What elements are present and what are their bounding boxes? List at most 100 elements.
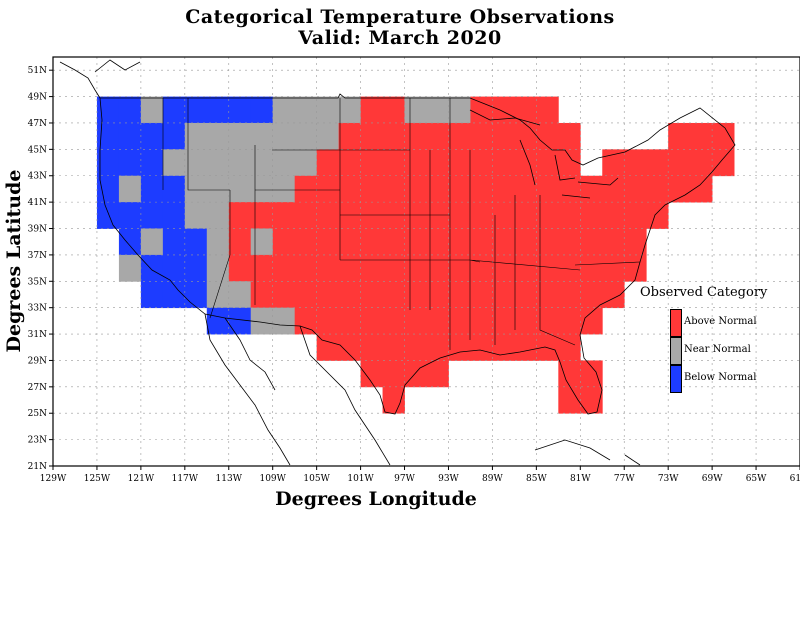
cell-A (602, 228, 625, 256)
cell-A (492, 149, 515, 177)
cell-A (580, 281, 603, 309)
cell-A (382, 122, 405, 150)
cell-B (228, 307, 252, 335)
cell-B (162, 281, 186, 309)
cell-A (448, 149, 471, 177)
cell-A (624, 228, 647, 256)
cell-A (404, 334, 427, 361)
cell-A (624, 175, 647, 203)
cell-A (448, 254, 471, 282)
cell-A (536, 175, 559, 203)
cell-A (426, 334, 449, 361)
x-tick-label: 117W (172, 474, 199, 484)
cell-A (404, 149, 427, 177)
cell-N (426, 96, 449, 124)
cell-A (514, 307, 537, 335)
cell-A (382, 386, 405, 414)
cell-B (96, 175, 120, 203)
cell-A (338, 334, 361, 361)
y-tick-label: 35N (28, 277, 47, 287)
y-tick-label: 51N (28, 66, 47, 76)
cell-A (338, 122, 361, 150)
cell-B (140, 254, 164, 282)
x-tick-labels: 129W 125W 121W 117W 113W 109W 105W 101W 97W 93W 89… (40, 466, 800, 484)
cell-A (426, 228, 449, 256)
y-tick-label: 27N (28, 383, 47, 393)
cell-N (448, 96, 471, 124)
y-tick-label: 33N (28, 304, 47, 314)
cell-A (558, 386, 581, 414)
legend-swatch-near (670, 337, 682, 365)
cell-B (162, 254, 186, 282)
cell-A (272, 281, 296, 309)
x-tick-label: 61W (790, 474, 800, 484)
cell-B (140, 281, 164, 309)
cell-A (470, 122, 493, 150)
cell-A (404, 281, 427, 309)
cell-A (536, 149, 559, 177)
cell-B (96, 122, 120, 150)
cell-A (602, 202, 625, 229)
caribbean (534, 439, 641, 466)
cell-N (184, 122, 208, 150)
legend-label-below: Below Normal (684, 372, 757, 383)
cell-B (96, 149, 120, 177)
cell-A (492, 307, 515, 335)
y-tick-label: 39N (28, 225, 47, 235)
cell-N (272, 122, 296, 150)
cell-B (162, 228, 186, 256)
cell-A (558, 149, 581, 177)
cell-N (294, 122, 318, 150)
x-tick-label: 113W (216, 474, 243, 484)
cell-A (470, 307, 493, 335)
x-axis-label: Degrees Longitude (275, 488, 477, 510)
cell-B (184, 96, 208, 124)
cell-N (250, 228, 274, 256)
legend-label-above: Above Normal (684, 316, 757, 327)
cell-A (558, 307, 581, 335)
cell-N (228, 175, 252, 203)
cell-A (426, 307, 449, 335)
x-tick-label: 101W (347, 474, 374, 484)
x-tick-label: 69W (702, 474, 723, 484)
cell-A (404, 175, 427, 203)
y-axis-label: Degrees Latitude (3, 169, 25, 353)
cell-A (492, 122, 515, 150)
cell-B (96, 202, 120, 229)
cell-B (118, 228, 142, 256)
y-tick-label: 29N (28, 356, 47, 366)
legend-title: Observed Category (640, 285, 768, 300)
cell-A (360, 122, 383, 150)
cell-B (162, 122, 186, 150)
cell-A (360, 228, 383, 256)
cell-N (272, 175, 296, 203)
cell-A (536, 96, 559, 124)
y-tick-label: 43N (28, 172, 47, 182)
cell-N (272, 96, 296, 124)
cell-A (250, 281, 274, 309)
x-tick-label: 81W (570, 474, 591, 484)
cell-A (382, 202, 405, 229)
cell-N (338, 96, 361, 124)
cell-A (294, 254, 318, 282)
graticule (53, 57, 800, 466)
cell-A (470, 254, 493, 282)
cell-A (228, 254, 252, 282)
cell-N (250, 122, 274, 150)
cell-A (404, 228, 427, 256)
cell-A (536, 307, 559, 335)
cell-A (338, 307, 361, 335)
cell-A (316, 175, 340, 203)
cell-A (360, 175, 383, 203)
y-tick-label: 41N (28, 198, 47, 208)
cell-A (426, 281, 449, 309)
cell-A (294, 175, 318, 203)
cell-A (426, 149, 449, 177)
cell-A (470, 281, 493, 309)
cell-N (272, 307, 296, 335)
cell-B (140, 202, 164, 229)
cell-A (624, 254, 647, 282)
x-tick-label: 129W (40, 474, 67, 484)
y-tick-labels: 21N 23N 25N 27N 29N 31N 33N 35N 37N 39N 41N 43N 45N 4… (28, 66, 53, 472)
y-tick-label: 31N (28, 330, 47, 340)
